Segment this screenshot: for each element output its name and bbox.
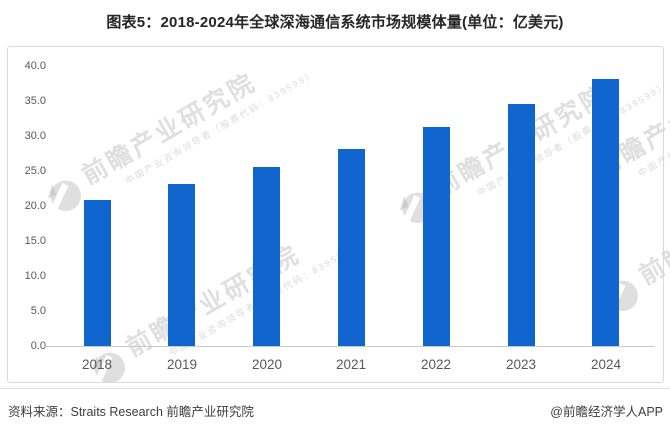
y-axis-tick-label: 15.0	[24, 235, 46, 247]
app-credit: @前瞻经济学人APP	[550, 405, 663, 419]
y-axis-tick-label: 25.0	[24, 165, 46, 177]
x-axis-tick-label-2020: 2020	[251, 357, 283, 372]
x-axis-tick-label-2019: 2019	[166, 357, 198, 372]
x-axis-tick-label-2023: 2023	[505, 357, 537, 372]
chart-title: 图表5：2018-2024年全球深海通信系统市场规模体量(单位：亿美元)	[106, 14, 564, 31]
y-axis-tick-label: 30.0	[24, 130, 46, 142]
footer-divider	[0, 388, 670, 389]
x-axis-tick-label-2022: 2022	[420, 357, 452, 372]
y-axis-tick-label: 0.0	[30, 340, 46, 352]
bar-2021	[338, 149, 365, 346]
x-axis-line	[44, 346, 655, 347]
y-axis-tick-label: 20.0	[24, 200, 46, 212]
chart-area: 0.0 5.0 10.0 15.0 20.0 25.0 30.0 35.0 40.0 2018 20…	[7, 46, 664, 383]
bar-2020	[253, 167, 280, 346]
y-axis-tick-label: 10.0	[24, 270, 46, 282]
bar-2024	[592, 79, 619, 346]
bar-2022	[423, 127, 450, 346]
y-axis-tick-label: 5.0	[30, 305, 46, 317]
x-axis-tick-label-2018: 2018	[81, 357, 113, 372]
source-note: 资料来源：Straits Research 前瞻产业研究院	[8, 405, 254, 419]
bar-2018	[84, 200, 111, 346]
x-axis-tick-label-2021: 2021	[335, 357, 367, 372]
y-axis-tick-label: 40.0	[24, 60, 46, 72]
bar-2019	[168, 184, 195, 346]
x-axis-tick-label-2024: 2024	[590, 357, 622, 372]
y-axis-tick-label: 35.0	[24, 95, 46, 107]
plot-area: 0.0 5.0 10.0 15.0 20.0 25.0 30.0 35.0 40.0 2018 20…	[8, 47, 663, 382]
bar-2023	[508, 104, 535, 346]
